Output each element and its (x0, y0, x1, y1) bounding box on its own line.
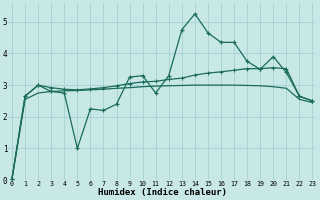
X-axis label: Humidex (Indice chaleur): Humidex (Indice chaleur) (98, 188, 227, 197)
